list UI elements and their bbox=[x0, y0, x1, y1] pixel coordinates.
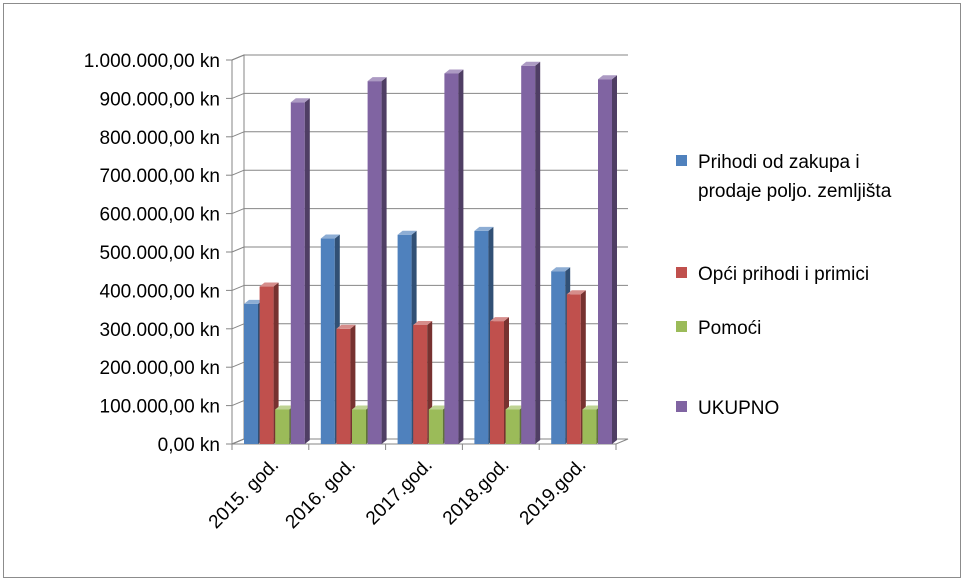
gridline-side bbox=[231, 361, 245, 368]
legend-swatch bbox=[676, 267, 687, 278]
x-tick-label: 2018.god. bbox=[439, 455, 514, 530]
legend-label: Pomoći bbox=[698, 318, 762, 339]
gridline-side bbox=[231, 131, 245, 138]
y-tick-label: 900.000,00 kn bbox=[100, 89, 220, 110]
x-tick-label: 2016. god. bbox=[282, 455, 360, 533]
y-tick-label: 500.000,00 kn bbox=[100, 243, 220, 264]
y-tick-label: 0,00 kn bbox=[158, 435, 220, 456]
gridline-side bbox=[231, 438, 245, 445]
bar bbox=[290, 98, 310, 445]
x-tick-label: 2017.god. bbox=[362, 455, 437, 530]
y-tick-label: 300.000,00 kn bbox=[100, 320, 220, 341]
legend-label: UKUPNO bbox=[698, 398, 780, 419]
legend-swatch bbox=[676, 401, 687, 412]
bar bbox=[444, 69, 464, 444]
bar bbox=[598, 75, 617, 444]
gridline-side bbox=[231, 323, 245, 330]
y-tick-label: 600.000,00 kn bbox=[100, 205, 220, 226]
gridline-side bbox=[231, 169, 245, 176]
x-axis-tick-labels: 2015. god.2016. god. 2017.god. 2018.god. 20… bbox=[205, 455, 591, 533]
y-tick-label: 200.000,00 kn bbox=[100, 358, 220, 379]
bars bbox=[244, 61, 617, 445]
gridline-side bbox=[231, 208, 245, 215]
bar bbox=[336, 324, 356, 444]
y-tick-label: 700.000,00 kn bbox=[100, 166, 220, 187]
y-axis-tick-labels: 0,00 kn 100.000,00 kn 200.000,00 kn 300.000… bbox=[84, 51, 220, 456]
bar bbox=[367, 77, 387, 445]
gridline-side bbox=[231, 54, 245, 61]
x-tick-label: 2015. god. bbox=[205, 455, 283, 533]
legend-swatch bbox=[676, 155, 687, 166]
gridline-side bbox=[231, 92, 245, 99]
bar bbox=[566, 290, 586, 444]
y-tick-label: 400.000,00 kn bbox=[100, 281, 220, 302]
gridline-side bbox=[231, 246, 245, 253]
y-tick-label: 1.000.000,00 kn bbox=[84, 51, 220, 72]
legend-label: Prihodi od zakupa i prodaje poljo. zemlji… bbox=[698, 152, 892, 202]
gridline-side bbox=[231, 284, 245, 291]
gridline-side bbox=[231, 400, 245, 407]
x-tick-label: 2019.god. bbox=[516, 455, 591, 530]
bar bbox=[521, 61, 541, 444]
y-tick-label: 100.000,00 kn bbox=[100, 397, 220, 418]
y-tick-label: 800.000,00 kn bbox=[100, 128, 220, 149]
legend-swatch bbox=[676, 321, 687, 332]
bar bbox=[259, 282, 279, 444]
legend-label: Opći prihodi i primici bbox=[698, 264, 870, 285]
